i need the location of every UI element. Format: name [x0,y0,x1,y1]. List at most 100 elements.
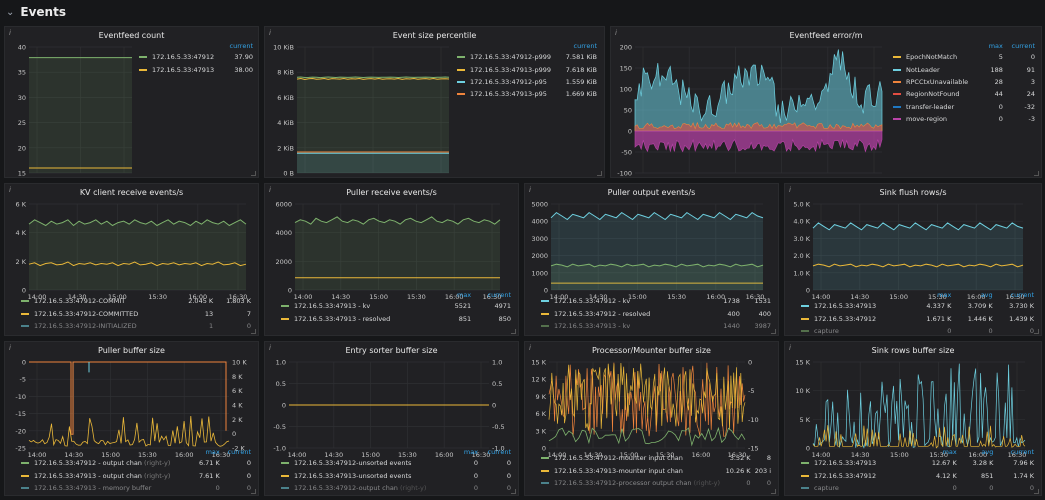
legend-item[interactable]: capture 0 0 0 [799,482,1036,494]
info-icon[interactable]: i [9,29,11,37]
row-header-events[interactable]: ⌄ Events [0,0,1045,24]
legend-header[interactable]: max [463,448,479,456]
legend-item[interactable]: EpochNotMatch 5 0 [891,51,1037,63]
legend-header[interactable]: max [942,448,957,456]
panel-p5[interactable]: i Puller receive events/s 6000 4000 2000 0 14:… [264,183,519,336]
legend-header[interactable]: current [487,291,511,299]
resize-handle[interactable] [1034,489,1039,494]
legend-item[interactable]: 172.16.5.33:47912-COMMIT 2.045 K 1.803 K [19,295,253,307]
legend-header[interactable]: current [229,42,253,50]
info-icon[interactable]: i [269,186,271,194]
info-icon[interactable]: i [9,186,11,194]
legend-header[interactable]: avg [980,291,993,299]
panel-title[interactable]: Entry sorter buffer size [345,346,438,355]
legend-item[interactable]: 172.16.5.33:47912-p999 7.581 KiB [455,51,599,63]
legend-header[interactable]: current [573,42,597,50]
legend-item[interactable]: 172.16.5.33:47913 - memory buffer 0 0 [19,482,253,494]
legend-item[interactable]: 172.16.5.33:47912-output chan (right-y) 0… [279,482,513,494]
resize-handle[interactable] [771,329,776,334]
resize-handle[interactable] [597,171,602,176]
resize-handle[interactable] [511,329,516,334]
info-icon[interactable]: i [529,186,531,194]
legend-header[interactable]: current [1010,291,1034,299]
panel-p8[interactable]: i Puller buffer size 0 -5 -10 -15 -20 -25 10 K 8 … [4,341,259,496]
legend-item[interactable]: 172.16.5.33:47913-mounter input chan 10.2… [539,464,773,476]
panel-p7[interactable]: i Sink flush rows/s 5.0 K 4.0 K 3.0 K 2.0 K 1.… [784,183,1042,336]
legend-item[interactable]: 172.16.5.33:47913 38.00 [137,63,255,75]
panel-title[interactable]: Puller receive events/s [346,188,437,197]
legend-item[interactable]: 172.16.5.33:47913 12.67 K 3.28 K 7.96 K [799,457,1036,469]
panel-title[interactable]: Eventfeed count [98,31,165,40]
panel-title[interactable]: Processor/Mounter buffer size [592,346,711,355]
legend-item[interactable]: 172.16.5.33:47913 - kv 5521 4971 [279,300,513,312]
resize-handle[interactable] [1034,171,1039,176]
legend-item[interactable]: RPCCtxUnavailable 28 3 [891,76,1037,88]
panel-p2[interactable]: i Event size percentile 10 KiB 8 KiB 6 KiB 4 … [264,26,605,178]
panel-p6[interactable]: i Puller output events/s 5000 4000 3000 2000 1… [524,183,779,336]
panel-p9[interactable]: i Entry sorter buffer size 1.0 0.5 0 -0.5 -1.0… [264,341,519,496]
resize-handle[interactable] [511,489,516,494]
resize-handle[interactable] [251,489,256,494]
legend-item[interactable]: RegionNotFound 44 24 [891,88,1037,100]
legend-item[interactable]: 172.16.5.33:47912-unsorted events 0 0 [279,457,513,469]
legend-header[interactable]: max [205,448,220,456]
legend-header[interactable]: max [456,291,472,299]
legend-item[interactable]: 172.16.5.33:47912-p95 1.559 KiB [455,76,599,88]
resize-handle[interactable] [251,329,256,334]
legend-item[interactable]: 172.16.5.33:47912 - output chan (right-y… [19,457,253,469]
legend-item[interactable]: 172.16.5.33:47912 - kv 1738 1531 [539,295,773,307]
series-name: 172.16.5.33:47913 [152,65,215,74]
resize-handle[interactable] [771,489,776,494]
legend-value: 1531 [754,297,771,306]
panel-title[interactable]: KV client receive events/s [79,188,184,197]
legend-item[interactable]: 172.16.5.33:47913-p999 7.618 KiB [455,63,599,75]
legend-item[interactable]: 172.16.5.33:47913 4.337 K 3.709 K 3.730 K [799,300,1036,312]
legend-item[interactable]: 172.16.5.33:47912-INITIALIZED 1 0 [19,320,253,332]
info-icon[interactable]: i [529,344,531,352]
legend-item[interactable]: 172.16.5.33:47912 - resolved 400 400 [539,307,773,319]
x-tick-label: 15:30 [928,293,947,301]
legend-header[interactable]: current [487,448,511,456]
legend-item[interactable]: move-region 0 -3 [891,113,1037,125]
info-icon[interactable]: i [615,29,617,37]
resize-handle[interactable] [1034,329,1039,334]
info-icon[interactable]: i [269,344,271,352]
info-icon[interactable]: i [9,344,11,352]
legend-item[interactable]: 172.16.5.33:47913-p95 1.669 KiB [455,88,599,100]
legend-item[interactable]: transfer-leader 0 -32 [891,101,1037,113]
resize-handle[interactable] [251,171,256,176]
legend-header[interactable]: current [1010,448,1034,456]
panel-title[interactable]: Sink flush rows/s [879,188,947,197]
info-icon[interactable]: i [269,29,271,37]
legend-header[interactable]: max [937,291,952,299]
legend-item[interactable]: 172.16.5.33:47912 4.12 K 851 1.74 K [799,469,1036,481]
legend-item[interactable]: 172.16.5.33:47913 - kv 1440 3987 [539,320,773,332]
legend-item[interactable]: 172.16.5.33:47912 37.90 [137,51,255,63]
legend-item[interactable]: 172.16.5.33:47913-unsorted events 0 0 [279,469,513,481]
panel-p10[interactable]: i Processor/Mounter buffer size 15 K 12 K 9 … [524,341,779,496]
legend-item[interactable]: NotLeader 188 91 [891,63,1037,75]
legend-header[interactable]: max [988,42,1003,50]
legend-header[interactable]: current [1011,42,1035,50]
legend-item[interactable]: 172.16.5.33:47913 - resolved 851 850 [279,312,513,324]
legend-header[interactable]: current [227,448,251,456]
info-icon[interactable]: i [789,186,791,194]
info-icon[interactable]: i [789,344,791,352]
legend-item[interactable]: 172.16.5.33:47912 1.671 K 1.446 K 1.439 K [799,312,1036,324]
panel-title[interactable]: Sink rows buffer size [871,346,955,355]
legend-item[interactable]: 172.16.5.33:47912-mounter input chan 3.52… [539,452,773,464]
legend-item[interactable]: 172.16.5.33:47913 - output chan (right-y… [19,469,253,481]
panel-title[interactable]: Puller buffer size [98,346,165,355]
chevron-down-icon[interactable]: ⌄ [6,6,15,18]
panel-title[interactable]: Event size percentile [392,31,477,40]
legend-item[interactable]: 172.16.5.33:47912-COMMITTED 13 7 [19,307,253,319]
panel-title[interactable]: Puller output events/s [607,188,696,197]
panel-title[interactable]: Eventfeed error/m [789,31,863,40]
legend-item[interactable]: 172.16.5.33:47912-processor output chan … [539,477,773,489]
legend-header[interactable]: avg [981,448,994,456]
legend-item[interactable]: capture 0 0 0 [799,325,1036,335]
